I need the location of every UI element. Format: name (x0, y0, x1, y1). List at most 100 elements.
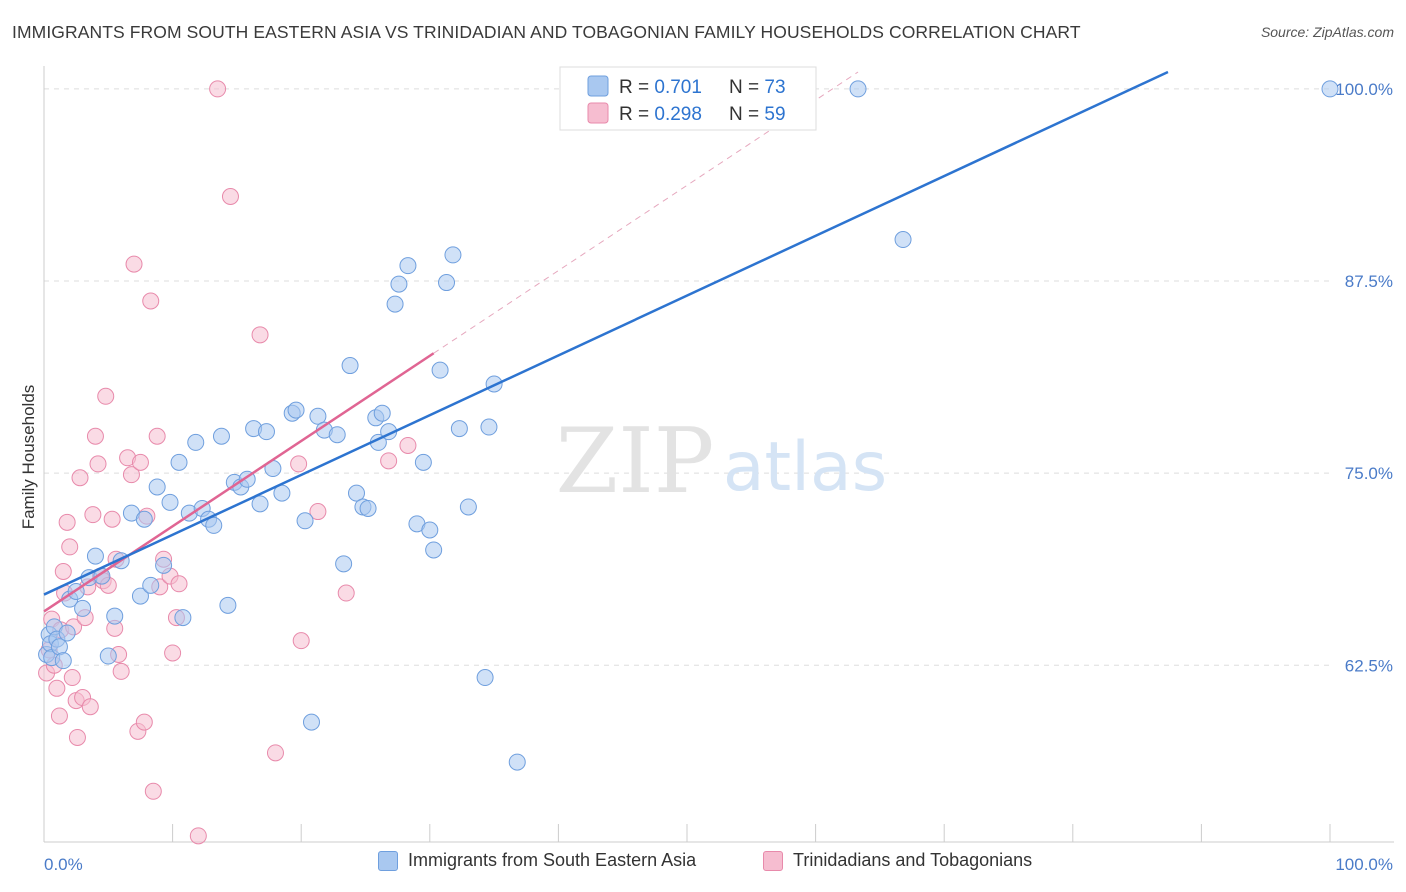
data-point-trinidadians (164, 644, 182, 662)
legend-label-trinidadians: Trinidadians and Tobagonians (793, 850, 1033, 870)
data-point-immigrants (399, 257, 417, 275)
data-point-trinidadians (97, 387, 115, 405)
series-trinidadians-points (38, 80, 417, 845)
data-point-immigrants (508, 753, 526, 771)
data-point-trinidadians (170, 575, 188, 593)
legend-r-label-2: R = (619, 104, 654, 125)
data-point-trinidadians (209, 80, 227, 98)
data-point-immigrants (155, 556, 173, 574)
data-point-immigrants (341, 357, 359, 375)
data-point-trinidadians (131, 453, 149, 471)
data-point-immigrants (106, 607, 124, 625)
y-tick-label: 87.5% (1345, 272, 1393, 291)
x-tick-label-min: 0.0% (44, 855, 83, 874)
data-point-immigrants (148, 478, 166, 496)
data-point-immigrants (287, 401, 305, 419)
legend-n-label-2: N = (729, 104, 764, 125)
legend-item-trinidadians: Trinidadians and Tobagonians (763, 850, 1032, 871)
data-point-trinidadians (84, 506, 102, 524)
data-point-trinidadians (380, 452, 398, 470)
data-point-trinidadians (144, 782, 162, 800)
data-point-trinidadians (54, 563, 72, 581)
data-point-trinidadians (290, 455, 308, 473)
data-point-trinidadians (125, 255, 143, 273)
gridlines (44, 88, 1330, 666)
legend-swatch-trinidadians (587, 102, 609, 124)
data-point-trinidadians (122, 466, 140, 484)
data-point-immigrants (99, 647, 117, 665)
data-point-immigrants (894, 231, 912, 249)
svg-text:R = 0.701: R = 0.701 (619, 77, 702, 98)
watermark-zip: ZIP (556, 409, 715, 514)
data-point-immigrants (431, 361, 449, 379)
data-point-immigrants (142, 576, 160, 594)
data-point-immigrants (219, 596, 237, 614)
data-point-immigrants (86, 547, 104, 565)
y-tick-label: 75.0% (1345, 464, 1393, 483)
data-point-immigrants (450, 420, 468, 438)
legend-r-value-2: 0.298 (654, 104, 702, 125)
axes (43, 66, 1394, 843)
trend-line-trinidadians (43, 352, 435, 613)
legend-n-value-1: 73 (764, 77, 785, 98)
data-point-immigrants (174, 609, 192, 627)
data-point-immigrants (161, 493, 179, 511)
data-point-trinidadians (221, 187, 239, 205)
watermark-atlas: atlas (723, 428, 887, 507)
data-point-immigrants (296, 512, 314, 530)
svg-text:N = 59: N = 59 (729, 104, 786, 125)
trend-line-immigrants (43, 70, 1169, 596)
data-point-immigrants (414, 453, 432, 471)
data-point-immigrants (58, 624, 76, 642)
data-point-immigrants (386, 295, 404, 313)
data-point-trinidadians (266, 744, 284, 762)
legend-bottom: Immigrants from South Eastern Asia Trini… (0, 850, 1406, 880)
data-point-immigrants (347, 484, 365, 502)
data-point-immigrants (54, 652, 72, 670)
data-point-trinidadians (48, 679, 66, 697)
data-point-trinidadians (189, 827, 207, 845)
data-point-immigrants (170, 453, 188, 471)
data-point-immigrants (257, 423, 275, 441)
data-point-immigrants (480, 418, 498, 436)
data-point-trinidadians (63, 669, 81, 687)
data-point-trinidadians (50, 707, 68, 725)
data-point-trinidadians (68, 728, 86, 746)
legend-swatch-immigrants (587, 75, 609, 97)
legend-swatch-immigrants-bottom (378, 850, 398, 871)
trend-extension-trinidadians (433, 71, 859, 354)
data-point-trinidadians (292, 632, 310, 650)
x-tick-label-max: 100.0% (1335, 855, 1393, 874)
legend-r-value-1: 0.701 (654, 77, 702, 98)
data-point-immigrants (359, 499, 377, 517)
data-point-immigrants (476, 669, 494, 687)
data-point-immigrants (849, 80, 867, 98)
data-point-immigrants (438, 274, 456, 292)
data-point-immigrants (444, 246, 462, 264)
legend-stats: R = 0.701 N = 73 R = 0.298 N = 59 (559, 66, 817, 131)
data-point-immigrants (131, 587, 149, 605)
data-point-immigrants (135, 510, 153, 528)
data-point-trinidadians (86, 427, 104, 445)
data-point-immigrants (187, 433, 205, 451)
data-point-trinidadians (58, 513, 76, 531)
data-point-immigrants (1321, 80, 1339, 98)
data-point-trinidadians (81, 698, 99, 716)
chart-title: IMMIGRANTS FROM SOUTH EASTERN ASIA VS TR… (12, 22, 1081, 42)
data-point-immigrants (74, 599, 92, 617)
legend-r-label-1: R = (619, 77, 654, 98)
data-point-immigrants (309, 407, 327, 425)
data-point-immigrants (459, 498, 477, 516)
y-tick-label: 100.0% (1335, 80, 1393, 99)
data-point-immigrants (302, 713, 320, 731)
legend-label-immigrants: Immigrants from South Eastern Asia (408, 850, 697, 870)
data-point-immigrants (328, 426, 346, 444)
y-tick-label: 62.5% (1345, 656, 1393, 675)
data-point-immigrants (251, 495, 269, 513)
data-point-immigrants (373, 404, 391, 422)
data-point-immigrants (425, 541, 443, 559)
y-axis-label: Family Households (19, 385, 38, 530)
data-point-trinidadians (399, 436, 417, 454)
legend-n-label-1: N = (729, 77, 764, 98)
data-point-trinidadians (112, 662, 130, 680)
